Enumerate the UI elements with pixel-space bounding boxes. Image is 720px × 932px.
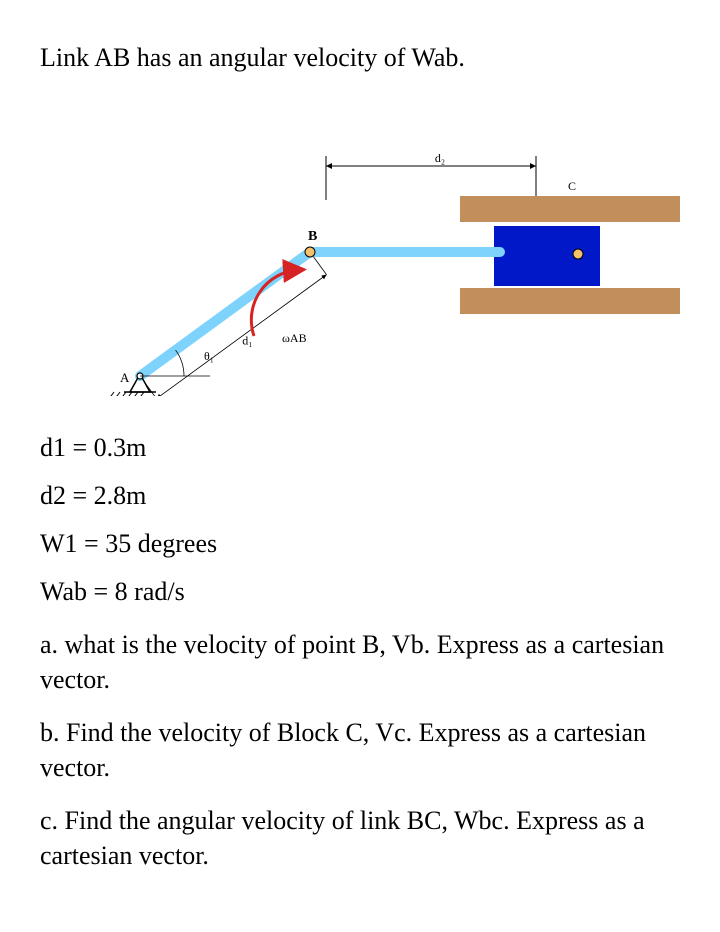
param-d1: d1 = 0.3m bbox=[40, 431, 680, 465]
svg-text:θ₁: θ₁ bbox=[204, 349, 214, 363]
mechanism-diagram: d₂ C B Ad₁ θ₁ ωAB bbox=[80, 116, 680, 401]
question-a: a. what is the velocity of point B, Vb. … bbox=[40, 627, 680, 697]
svg-text:C: C bbox=[568, 179, 576, 193]
problem-title: Link AB has an angular velocity of Wab. bbox=[40, 40, 680, 76]
questions-list: a. what is the velocity of point B, Vb. … bbox=[40, 627, 680, 874]
question-b: b. Find the velocity of Block C, Vc. Exp… bbox=[40, 715, 680, 785]
param-Wab: Wab = 8 rad/s bbox=[40, 575, 680, 609]
param-W1: W1 = 35 degrees bbox=[40, 527, 680, 561]
param-d2: d2 = 2.8m bbox=[40, 479, 680, 513]
svg-text:d₁: d₁ bbox=[242, 334, 252, 348]
parameters-list: d1 = 0.3m d2 = 2.8m W1 = 35 degrees Wab … bbox=[40, 431, 680, 608]
svg-text:A: A bbox=[120, 370, 130, 385]
svg-text:B: B bbox=[308, 229, 317, 244]
svg-text:ωAB: ωAB bbox=[282, 331, 307, 345]
question-c: c. Find the angular velocity of link BC,… bbox=[40, 803, 680, 873]
svg-text:d₂: d₂ bbox=[435, 151, 445, 165]
